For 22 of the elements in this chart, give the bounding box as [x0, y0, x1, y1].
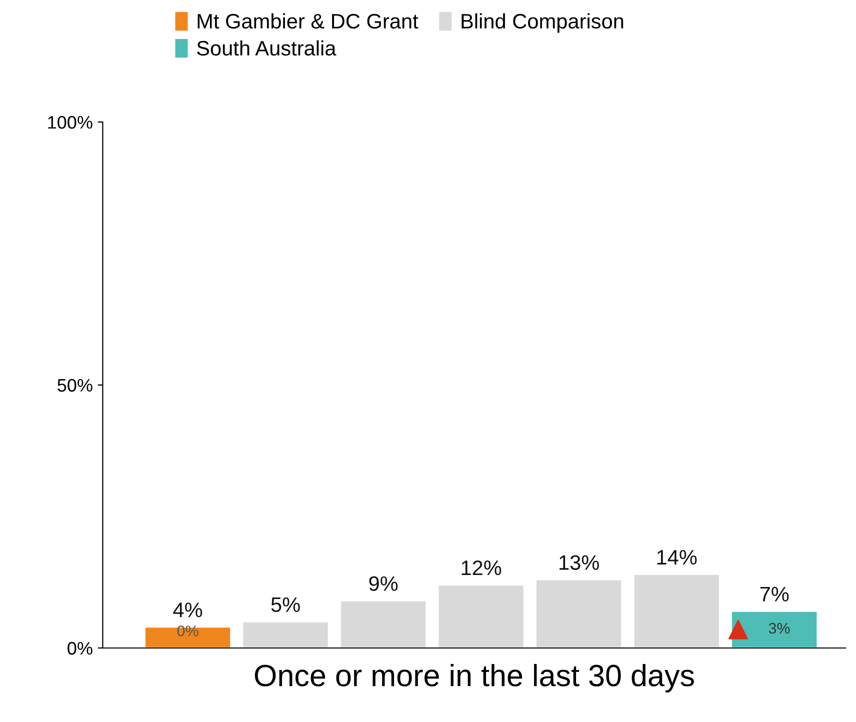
data-label: 14% — [657, 550, 697, 565]
legend-label: Mt Gambier & DC Grant — [198, 13, 418, 29]
y-tick-label: 100% — [48, 116, 92, 129]
y-tick-label: 50% — [58, 378, 92, 392]
bar — [242, 621, 330, 648]
data-label: 12% — [462, 560, 502, 576]
data-label: 7% — [760, 586, 789, 602]
y-tick-label: 0% — [68, 642, 92, 655]
data-label: 9% — [369, 576, 398, 591]
x-axis-title: Once or more in the last 30 days — [254, 664, 694, 692]
bar — [535, 578, 623, 648]
legend-label: Blind Comparison — [462, 13, 624, 33]
annotation: 0% — [177, 626, 198, 636]
data-label: 13% — [560, 555, 599, 570]
annotation: 3% — [768, 622, 790, 634]
data-label: 4% — [173, 602, 202, 618]
data-label: 5% — [271, 597, 300, 612]
bar — [632, 574, 720, 648]
bar — [144, 626, 232, 648]
legend-label: South Australia — [197, 40, 336, 56]
bar — [437, 584, 525, 648]
bar — [340, 600, 428, 648]
